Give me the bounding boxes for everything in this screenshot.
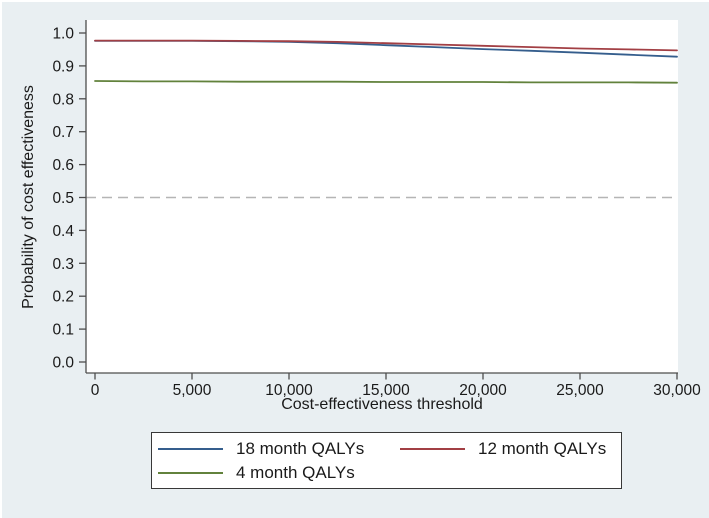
legend-line-swatch xyxy=(400,448,465,450)
x-tick-label: 30,000 xyxy=(653,382,701,399)
x-axis-title: Cost-effectiveness threshold xyxy=(281,396,483,413)
y-tick-label: 0.6 xyxy=(52,157,74,174)
legend-line-swatch xyxy=(158,448,223,450)
y-tick-label: 0.0 xyxy=(52,355,74,372)
series-line-4-month-qalys xyxy=(94,80,678,84)
legend-label: 4 month QALYs xyxy=(236,463,355,482)
legend-entry: 4 month QALYs xyxy=(158,461,400,485)
y-tick-label: 0.2 xyxy=(52,289,74,306)
legend-entry: 18 month QALYs xyxy=(158,437,400,461)
series-line-12-month-qalys xyxy=(94,39,678,52)
y-tick-label: 0.5 xyxy=(52,190,74,207)
x-tick-label: 15,000 xyxy=(362,382,410,399)
legend: 18 month QALYs 12 month QALYs 4 month QALY… xyxy=(151,432,622,489)
legend-line-swatch xyxy=(158,472,223,474)
legend-label: 18 month QALYs xyxy=(236,439,365,458)
x-tick-label: 20,000 xyxy=(459,382,507,399)
y-tick-label: 0.8 xyxy=(52,91,74,108)
y-tick-label: 0.1 xyxy=(52,322,74,339)
y-tick-label: 0.3 xyxy=(52,256,74,273)
plot-area xyxy=(86,20,678,373)
y-tick-label: 0.9 xyxy=(52,58,74,75)
legend-label: 12 month QALYs xyxy=(478,439,607,458)
x-tick-label: 0 xyxy=(91,382,100,399)
x-tick-label: 25,000 xyxy=(556,382,604,399)
y-tick-label: 0.7 xyxy=(52,124,74,141)
y-tick-label: 1.0 xyxy=(52,26,74,43)
x-tick-label: 5,000 xyxy=(173,382,212,399)
y-axis-title: Probability of cost effectiveness xyxy=(20,85,37,309)
legend-entry: 12 month QALYs xyxy=(400,437,621,461)
x-tick-label: 10,000 xyxy=(265,382,313,399)
y-tick-label: 0.4 xyxy=(52,223,74,240)
